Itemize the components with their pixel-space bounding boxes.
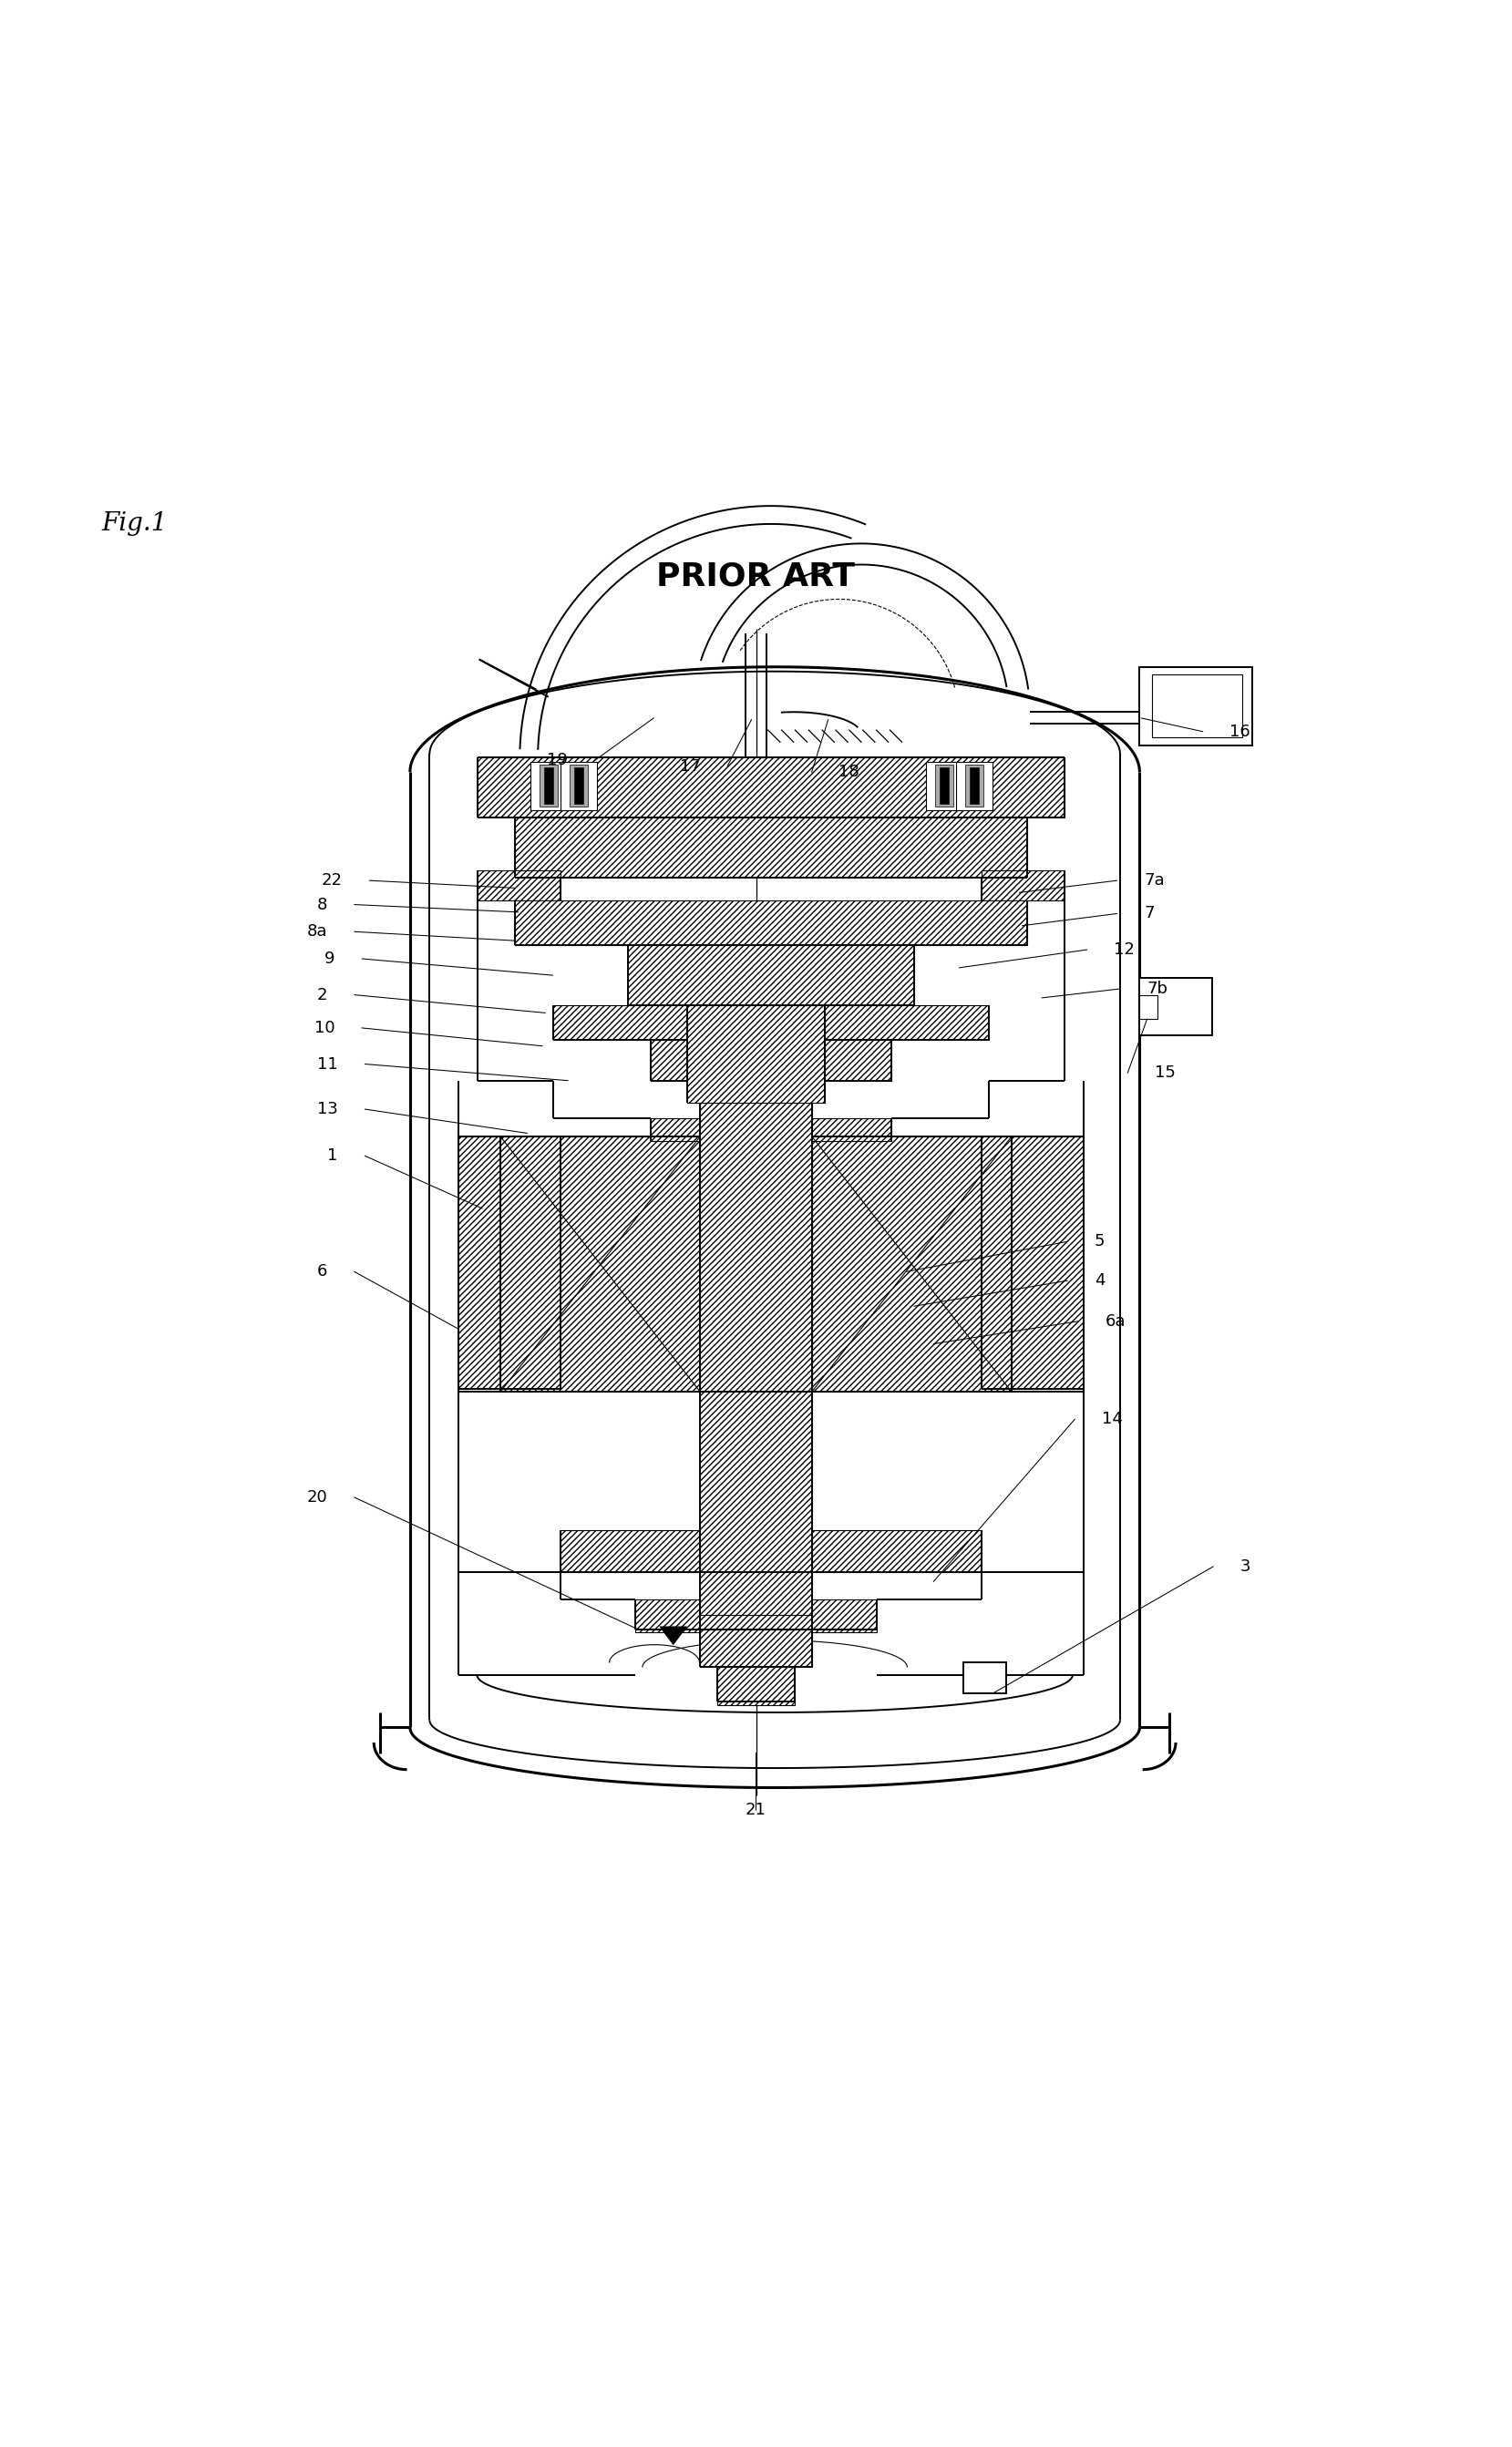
Text: 20: 20	[307, 1490, 327, 1505]
Text: Fig.1: Fig.1	[101, 511, 168, 536]
Bar	[544, 768, 553, 803]
Bar	[540, 763, 558, 808]
Bar	[1140, 979, 1211, 1035]
Bar	[627, 945, 913, 1006]
Bar	[516, 900, 1027, 945]
Bar	[650, 1040, 892, 1082]
Bar	[635, 1600, 877, 1632]
Bar	[553, 1006, 989, 1040]
Polygon shape	[812, 1162, 1042, 1343]
Bar	[531, 761, 567, 810]
Text: 6a: 6a	[1105, 1314, 1125, 1329]
Text: 10: 10	[314, 1020, 334, 1035]
Bar	[561, 1529, 981, 1573]
Text: 19: 19	[547, 751, 569, 768]
Text: 16: 16	[1229, 724, 1250, 739]
Bar	[925, 761, 962, 810]
Text: PRIOR ART: PRIOR ART	[656, 560, 856, 592]
Bar	[934, 763, 953, 808]
Bar	[717, 1666, 795, 1706]
Text: 8: 8	[318, 896, 327, 913]
Text: 3: 3	[1240, 1559, 1250, 1576]
Bar	[500, 1135, 700, 1392]
Polygon shape	[500, 1162, 700, 1343]
Text: 11: 11	[318, 1055, 337, 1072]
Text: 7b: 7b	[1148, 981, 1169, 996]
Bar	[686, 1006, 826, 1104]
Text: 12: 12	[1114, 942, 1136, 957]
Text: 6: 6	[318, 1263, 327, 1280]
Bar	[458, 1135, 561, 1390]
Text: 5: 5	[1095, 1233, 1105, 1250]
Polygon shape	[659, 1627, 686, 1644]
Bar	[1140, 996, 1158, 1018]
Bar	[981, 1135, 1084, 1390]
Text: 7a: 7a	[1145, 871, 1164, 888]
Text: 21: 21	[745, 1801, 767, 1818]
Text: 2: 2	[316, 986, 327, 1003]
Text: 13: 13	[318, 1101, 337, 1118]
Bar	[575, 768, 584, 803]
Bar	[963, 1664, 1005, 1693]
Bar	[700, 1630, 812, 1666]
Text: 4: 4	[1095, 1272, 1105, 1290]
Bar	[1140, 668, 1252, 746]
Bar	[981, 871, 1064, 900]
Text: 15: 15	[1155, 1064, 1175, 1082]
Bar	[812, 1135, 1012, 1392]
Text: 18: 18	[839, 763, 859, 781]
Bar	[516, 817, 1027, 878]
Text: 17: 17	[679, 759, 700, 773]
Bar	[969, 768, 978, 803]
Bar	[478, 871, 561, 900]
Text: 22: 22	[322, 871, 342, 888]
Text: 7: 7	[1145, 905, 1155, 923]
Bar	[939, 768, 948, 803]
Bar	[650, 1118, 892, 1140]
Bar	[700, 1006, 812, 1615]
Bar	[1152, 675, 1241, 737]
Bar	[478, 756, 1064, 817]
Text: 1: 1	[328, 1148, 337, 1165]
Bar	[956, 761, 992, 810]
Bar	[965, 763, 983, 808]
Text: 14: 14	[1102, 1412, 1123, 1427]
Text: 9: 9	[324, 949, 334, 967]
Text: 8a: 8a	[307, 923, 327, 940]
Bar	[561, 761, 597, 810]
Bar	[570, 763, 588, 808]
